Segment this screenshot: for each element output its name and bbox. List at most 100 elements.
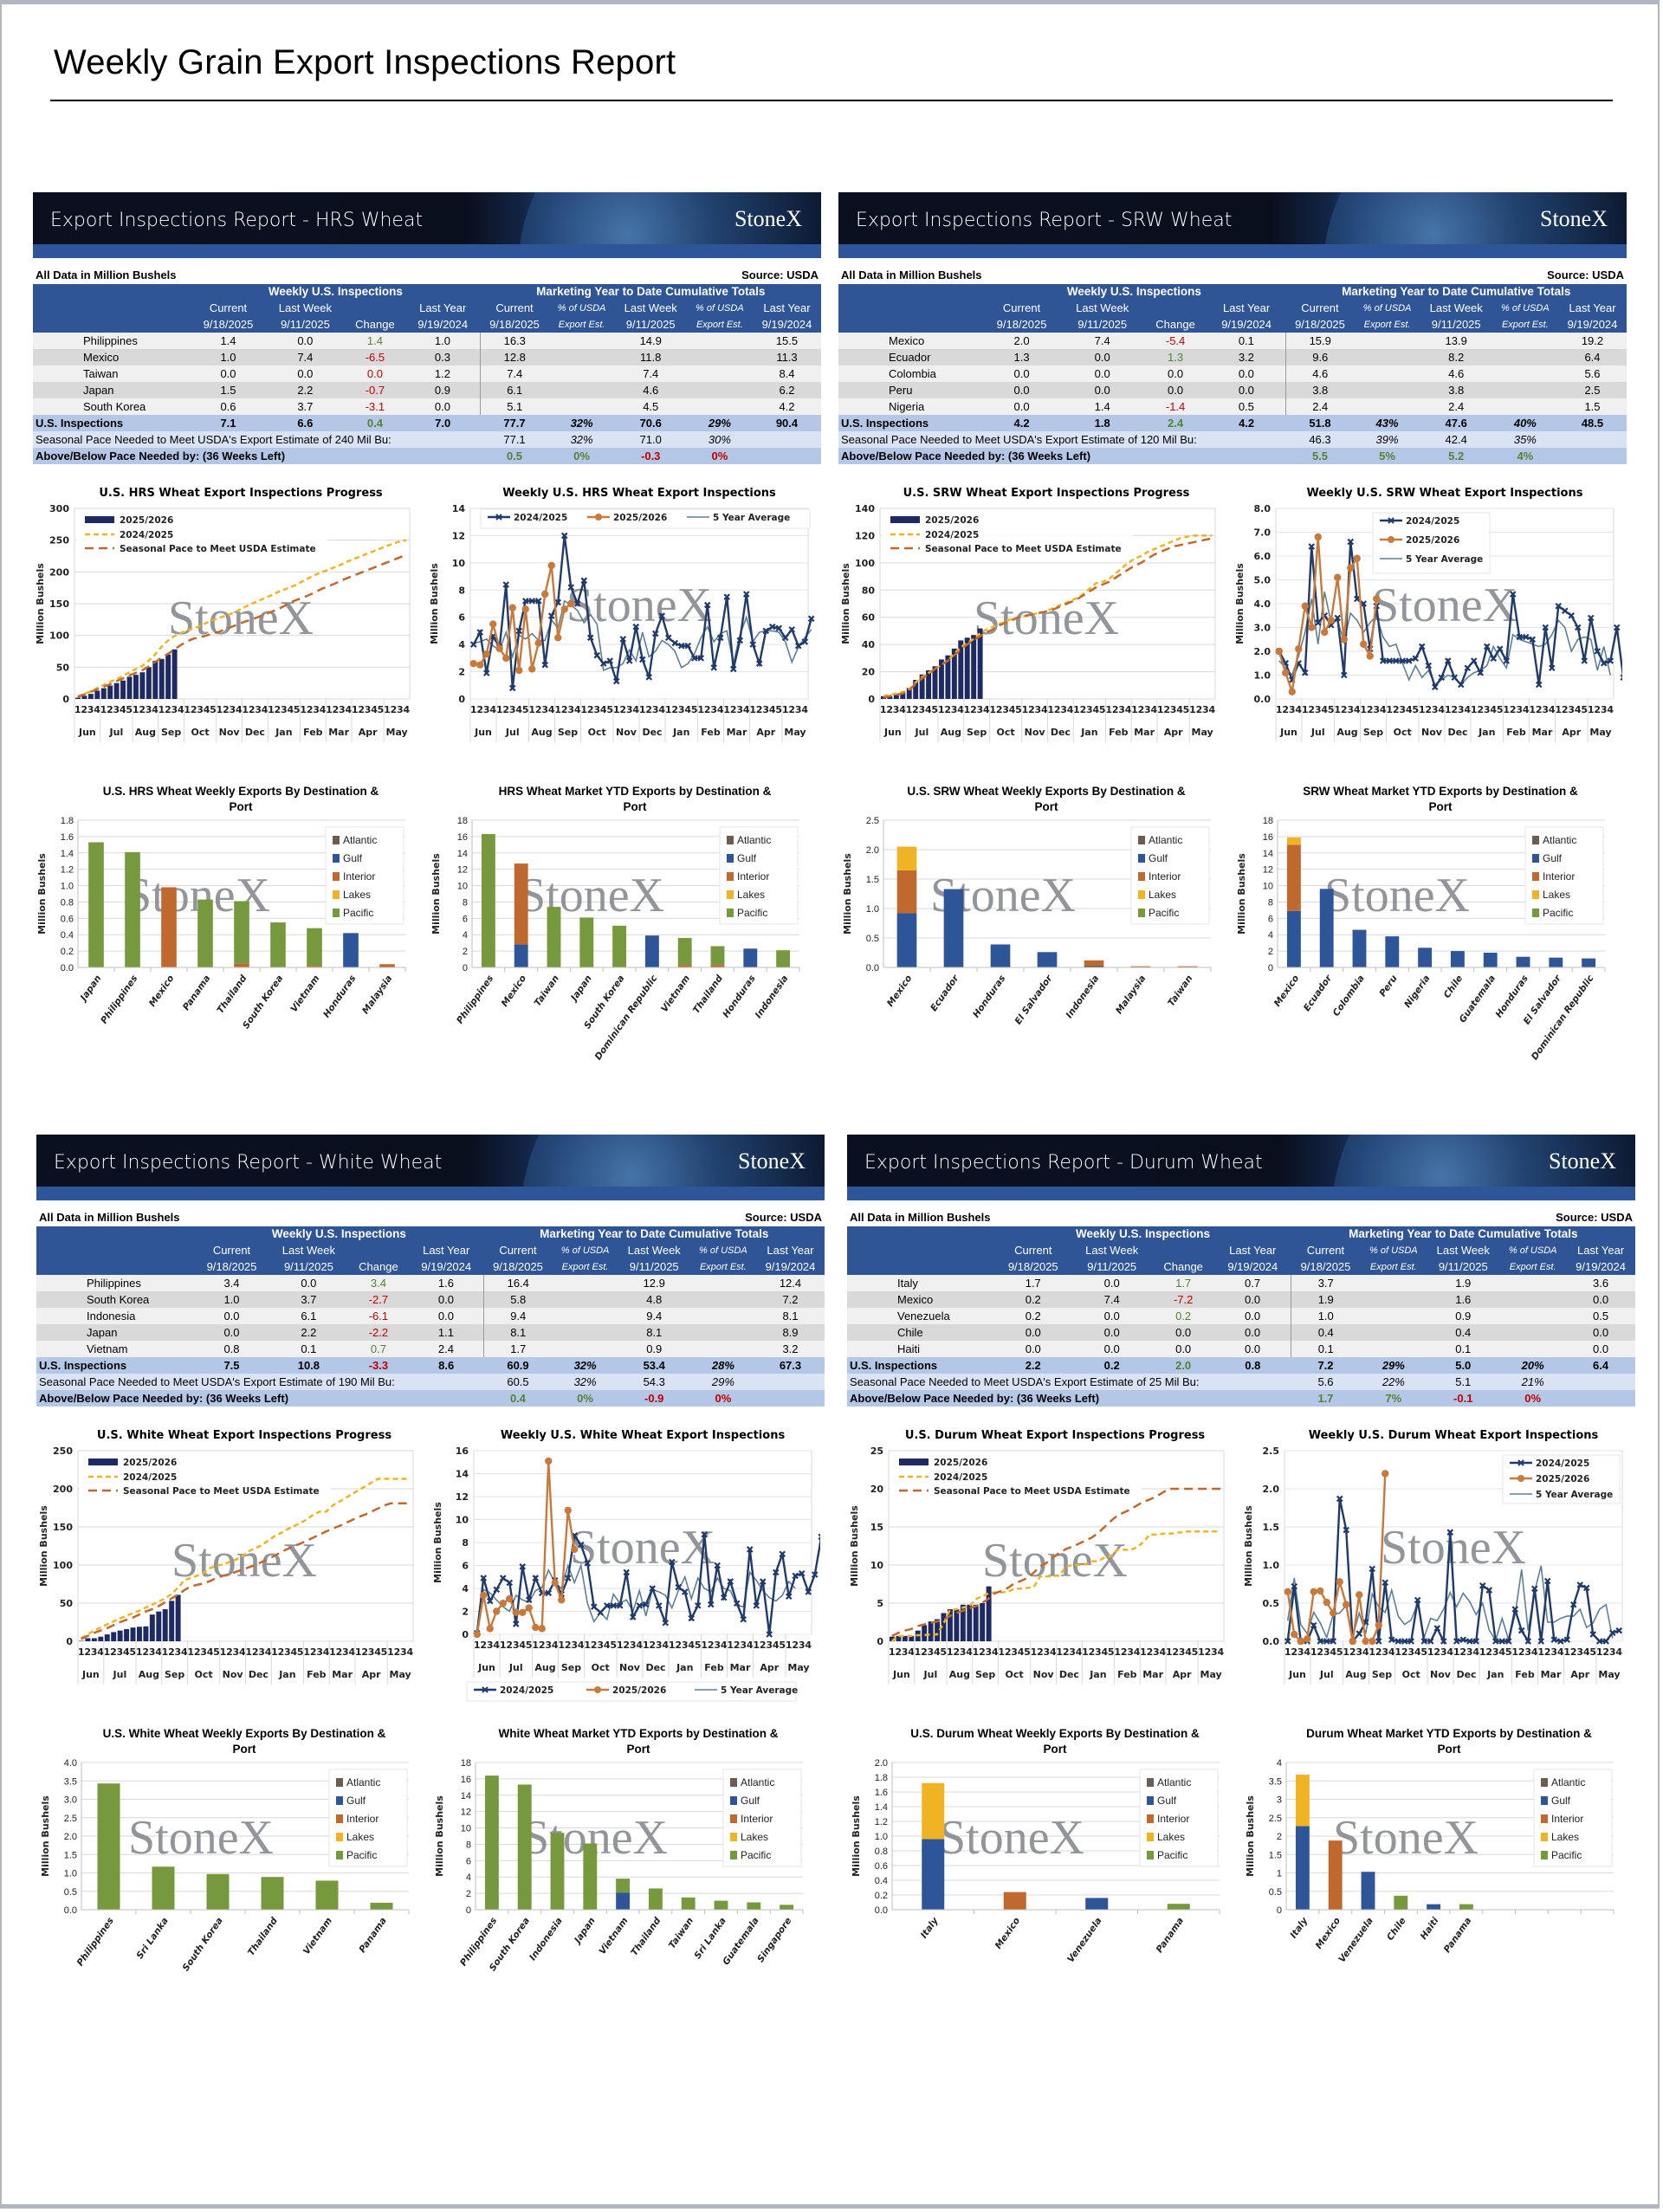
point-2024-2025 [1433, 1625, 1441, 1632]
report-banner: Export Inspections Report - White Wheat S… [36, 1135, 825, 1187]
y-tick-label: 1.6 [61, 832, 74, 843]
y-axis-label: Million Bushels [849, 1505, 860, 1587]
week-tick-label: 1 [187, 1646, 194, 1658]
week-tick-label: 5 [1192, 1646, 1199, 1658]
category-label: Honduras [1493, 973, 1530, 1020]
point-2024-2025 [649, 1585, 657, 1592]
point-2024-2025 [1310, 1621, 1317, 1629]
chart-title: SRW Wheat Market YTD Exports by Destinat… [1303, 785, 1578, 798]
y-tick-label: 0.0 [875, 1905, 888, 1916]
mytd-last-week: 13.9 [1420, 333, 1492, 349]
week-tick-label: 3 [1542, 704, 1549, 715]
week-tick-label: 4 [1330, 1646, 1336, 1658]
mytd-last-week: 0.1 [1427, 1341, 1500, 1357]
y-tick-label: 0 [66, 1636, 73, 1647]
y-tick-label: 1.2 [61, 865, 74, 876]
week-tick-label: 3 [197, 704, 204, 715]
report-panel-durum: Export Inspections Report - Durum Wheat S… [847, 1135, 1635, 2061]
week-tick-label: 2 [1028, 704, 1035, 715]
y-axis-label: Million Bushels [1234, 563, 1246, 644]
globe-image [521, 1135, 825, 1187]
progress-bar [896, 1635, 902, 1641]
week-tick-label: 1 [1555, 704, 1562, 715]
chart-title: Weekly U.S. White Wheat Export Inspectio… [501, 1429, 786, 1442]
point-2024-2025 [1379, 657, 1387, 664]
week-tick-label: 4 [204, 704, 210, 715]
y-axis-label: Million Bushels [40, 1795, 51, 1877]
y-tick-label: 6.0 [1254, 551, 1272, 562]
point-2024-2025 [1581, 657, 1589, 664]
month-tick-label: Aug [1345, 1669, 1366, 1680]
category-label: Sri Lanka [134, 1916, 171, 1961]
legend-label: Pacific [343, 907, 373, 919]
point-2024-2025 [1431, 683, 1439, 691]
week-tick-label: 5 [931, 704, 938, 715]
weekly-change: -6.1 [347, 1308, 409, 1324]
week-tick-label: 4 [94, 704, 100, 715]
week-tick-label: 2 [1121, 1646, 1128, 1658]
line-5yr-average [1286, 1565, 1614, 1643]
week-tick-label: 3 [545, 1640, 552, 1651]
point-2025-2026 [1327, 617, 1335, 624]
y-tick-label: 150 [49, 598, 69, 610]
week-tick-label: 5 [779, 1640, 786, 1651]
y-tick-label: 2 [1268, 947, 1273, 957]
category-label: Taiwan [533, 973, 561, 1008]
week-tick-label: 4 [1217, 1646, 1224, 1658]
week-tick-label: 4 [207, 1646, 214, 1658]
week-tick-label: 2 [1005, 1646, 1012, 1658]
week-tick-label: 2 [561, 704, 568, 715]
week-tick-label: 4 [769, 704, 776, 715]
total-mytd-last-week: 70.6 [614, 415, 687, 431]
week-tick-label: 4 [519, 1640, 526, 1651]
y-axis-label: Million Bushels [1243, 1505, 1254, 1587]
point-2025-2026 [571, 1545, 579, 1554]
week-tick-label: 2 [1459, 1646, 1466, 1658]
week-tick-label: 4 [1583, 1646, 1590, 1658]
weekly-change: -0.7 [344, 382, 405, 398]
weekly-last-year: 0.0 [1213, 1341, 1292, 1357]
month-tick-label: Sep [1363, 727, 1383, 738]
point-2024-2025 [482, 669, 490, 676]
week-tick-label: 5 [1420, 1646, 1427, 1658]
pace-current: 46.3 [1285, 431, 1355, 448]
point-2024-2025 [560, 532, 568, 540]
weekly-change: -1.4 [1143, 398, 1207, 415]
bar-segment-pacific [714, 1900, 728, 1910]
total-mytd-last-week-pct: 40% [1492, 415, 1558, 431]
point-2024-2025 [811, 1571, 819, 1578]
month-tick-label: Nov [1025, 727, 1046, 738]
point-2024-2025 [486, 1597, 494, 1605]
point-2024-2025 [1543, 1577, 1551, 1585]
progress-bar [954, 1609, 960, 1641]
week-tick-label: 4 [1208, 704, 1215, 715]
column-header: 9/11/2025 [618, 1258, 690, 1275]
week-tick-label: 3 [397, 704, 404, 715]
week-tick-label: 2 [1089, 1646, 1096, 1658]
week-tick-label: 1 [1302, 704, 1309, 715]
column-header: 9/11/2025 [1420, 316, 1492, 333]
progress-bar [171, 649, 178, 699]
week-tick-label: 2 [81, 704, 87, 715]
week-tick-label: 2 [944, 704, 951, 715]
legend-label: Interior [343, 870, 375, 883]
bar-segment-gulf [1582, 958, 1596, 967]
column-header: Change [344, 316, 405, 333]
bar-segment-gulf [1418, 948, 1433, 967]
week-tick-label: 2 [619, 704, 626, 715]
week-tick-label: 4 [899, 704, 906, 715]
point-2024-2025 [1568, 611, 1576, 619]
seasonal-pace-label: Seasonal Pace Needed to Meet USDA's Expo… [847, 1374, 1291, 1390]
total-mytd-current: 51.8 [1285, 415, 1355, 431]
pace-current: 77.1 [480, 431, 549, 448]
legend-label: 2025/2026 [613, 513, 667, 523]
y-tick-label: 0.4 [61, 930, 74, 941]
legend-label: Lakes [1551, 1831, 1579, 1843]
bar-segment-interior [1084, 960, 1104, 966]
above-below-row: Above/Below Pace Needed by: (36 Weeks Le… [838, 448, 1627, 464]
inspections-table: Weekly U.S. Inspections Marketing Year to… [847, 1226, 1635, 1407]
month-tick-label: Oct [997, 727, 1015, 738]
